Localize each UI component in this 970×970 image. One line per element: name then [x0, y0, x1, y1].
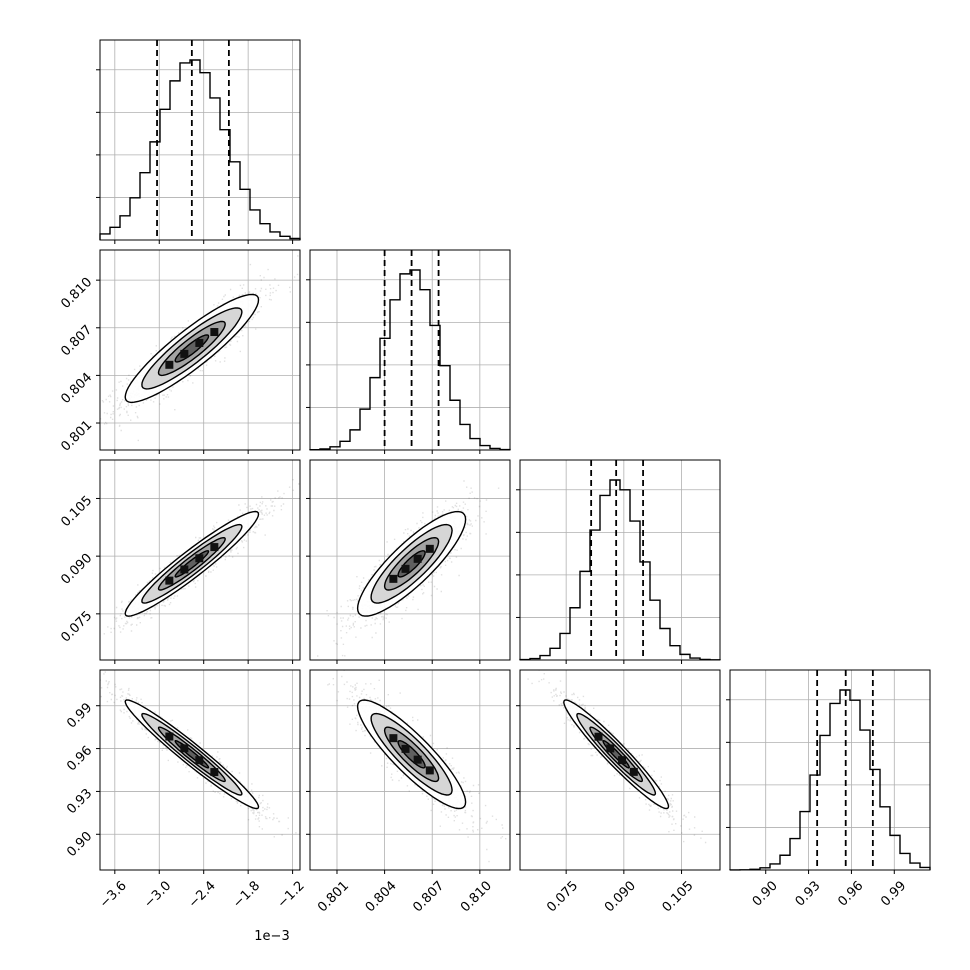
x-tick-label: 0.804 — [363, 878, 400, 915]
x-tick-label: −2.4 — [186, 878, 219, 911]
density-peak-cell — [195, 338, 204, 347]
scatter-panel-3-0 — [96, 669, 301, 874]
density-peak-cell — [165, 576, 174, 585]
x-tick-label: 0.075 — [544, 878, 581, 915]
density-peak-cell — [594, 732, 603, 741]
x-tick-label: 0.96 — [835, 878, 866, 909]
scatter-panel-2-1 — [306, 459, 511, 664]
density-peak-cell — [401, 744, 410, 753]
density-peak-cell — [195, 554, 204, 563]
histogram-step-line — [99, 59, 301, 240]
y-tick-label: 0.090 — [58, 551, 95, 588]
x-tick-label: −3.6 — [97, 878, 130, 911]
density-peak-cell — [618, 756, 627, 765]
x-tick-label: 0.99 — [878, 878, 909, 909]
x-offset-label: 1e−3 — [254, 929, 289, 944]
density-peak-cell — [180, 349, 189, 358]
y-tick-label: 0.90 — [64, 829, 95, 860]
density-peak-cell — [180, 744, 189, 753]
x-tick-label: −1.8 — [230, 878, 263, 911]
y-tick-label: 0.96 — [64, 743, 95, 774]
panel-frame — [99, 669, 301, 871]
panel-frame — [99, 249, 301, 451]
x-tick-label: −1.2 — [275, 878, 308, 911]
scatter-panel-2-0 — [96, 459, 301, 664]
scatter-panel-1-0 — [96, 249, 301, 454]
histogram-panel-0 — [96, 39, 301, 244]
x-tick-label: 0.90 — [750, 878, 781, 909]
histogram-panel-1 — [306, 249, 511, 454]
panel-frame — [519, 459, 721, 661]
y-tick-label: 0.105 — [58, 493, 95, 530]
density-peak-cell — [180, 565, 189, 574]
density-peak-cell — [425, 544, 434, 553]
y-tick-label: 0.807 — [58, 322, 95, 359]
density-peak-cell — [413, 755, 422, 764]
histogram-step-line — [309, 269, 511, 451]
y-tick-label: 0.99 — [64, 700, 95, 731]
density-peak-cell — [210, 768, 219, 777]
density-peak-cell — [401, 564, 410, 573]
density-peak-cell — [165, 732, 174, 741]
panel-frame — [729, 669, 931, 871]
density-peak-cell — [629, 767, 638, 776]
density-peak-cell — [389, 734, 398, 743]
density-peak-cell — [425, 766, 434, 775]
histogram-panel-3 — [726, 669, 931, 874]
panel-frame — [309, 669, 511, 871]
panel-frame — [309, 459, 511, 661]
histogram-panel-2 — [516, 459, 721, 664]
panel-frame — [99, 39, 301, 241]
x-tick-label: 0.105 — [660, 878, 697, 915]
density-peak-cell — [389, 574, 398, 583]
histogram-step-line — [729, 689, 931, 871]
x-tick-label: 0.807 — [410, 878, 447, 915]
x-tick-label: 0.93 — [793, 878, 824, 909]
x-tick-label: −3.0 — [141, 878, 174, 911]
density-peak-cell — [165, 360, 174, 369]
panel-frame — [309, 249, 511, 451]
density-peak-cell — [195, 756, 204, 765]
histogram-step-line — [519, 479, 721, 661]
density-peak-cell — [210, 543, 219, 552]
x-tick-label: 0.801 — [315, 878, 352, 915]
scatter-panel-3-1 — [306, 669, 511, 874]
y-tick-label: 0.93 — [64, 786, 95, 817]
panel-frame — [99, 459, 301, 661]
density-peak-cell — [210, 328, 219, 337]
y-tick-label: 0.075 — [58, 609, 95, 646]
panel-frame — [519, 669, 721, 871]
x-tick-label: 0.810 — [458, 878, 495, 915]
y-tick-label: 0.810 — [58, 275, 95, 312]
y-tick-label: 0.804 — [58, 370, 95, 407]
scatter-panel-3-2 — [516, 669, 721, 874]
y-tick-label: 0.801 — [58, 418, 95, 455]
density-peak-cell — [606, 744, 615, 753]
x-tick-label: 0.090 — [602, 878, 639, 915]
density-peak-cell — [413, 554, 422, 563]
